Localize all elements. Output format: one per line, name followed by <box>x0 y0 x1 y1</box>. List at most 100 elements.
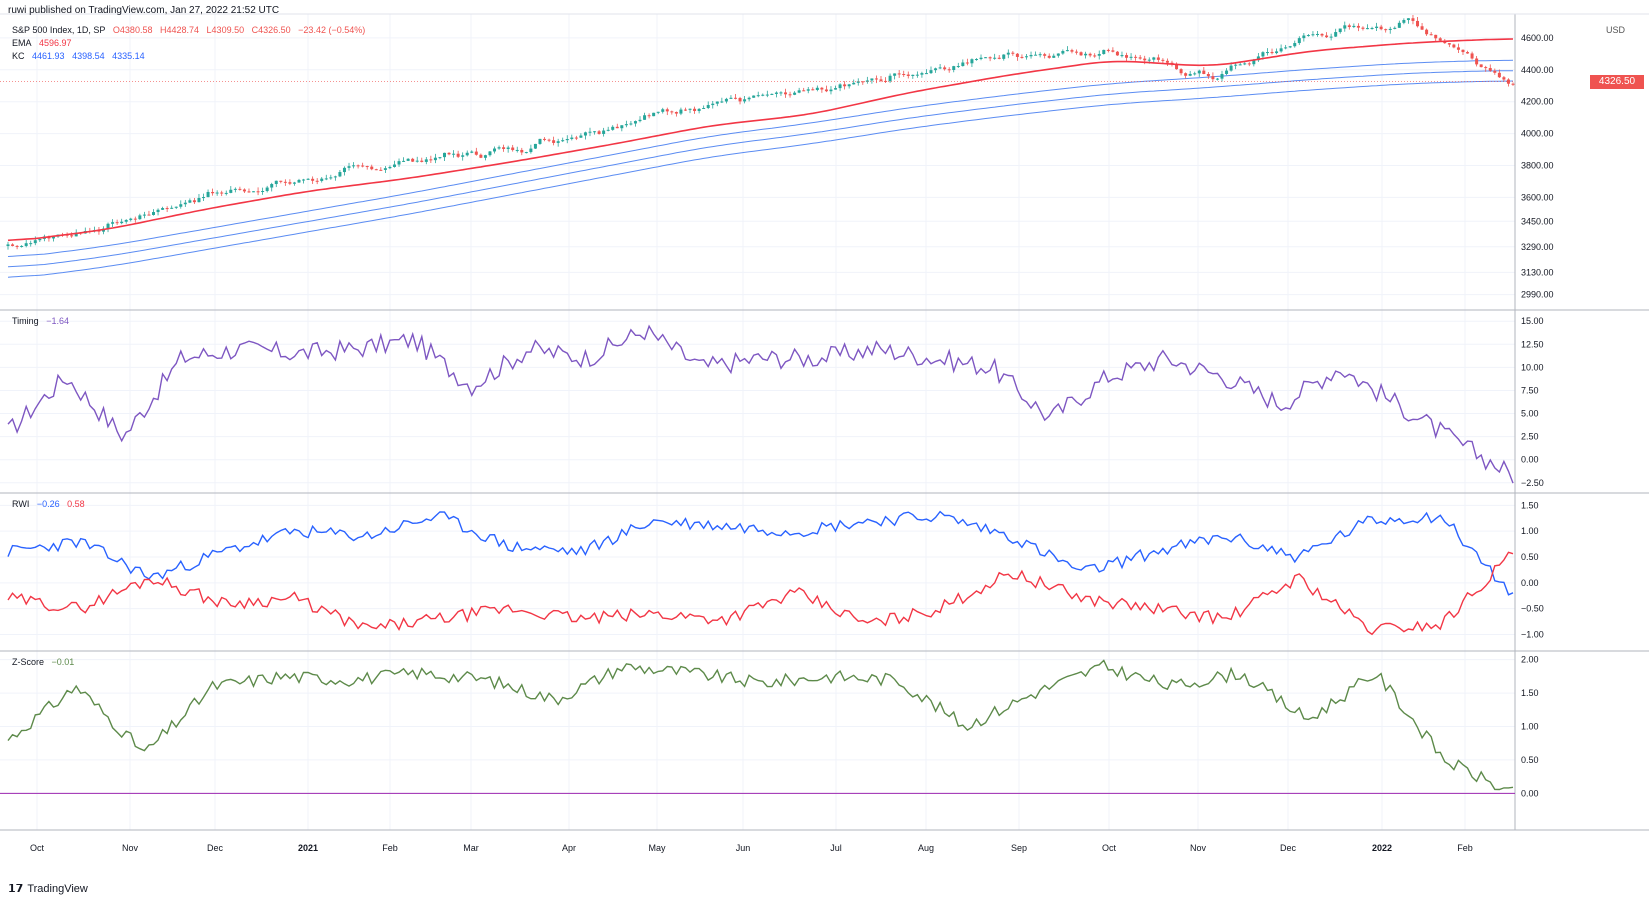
candle-body <box>1138 57 1142 59</box>
candle-body <box>943 67 947 70</box>
candle-body <box>447 152 451 155</box>
candle-body <box>506 147 510 149</box>
y-tick-label: 2.50 <box>1521 432 1539 442</box>
candle-body <box>1034 54 1038 56</box>
pane-separators <box>0 13 1649 831</box>
candle-body <box>1084 53 1088 56</box>
candle-body <box>120 221 124 224</box>
tradingview-logo[interactable]: 𝟭𝟳 TradingView <box>8 882 88 895</box>
candle-body <box>133 218 137 220</box>
candle-body <box>383 168 387 170</box>
candle-body <box>906 74 910 76</box>
price-axis[interactable]: 4600.00 4400.00 4200.00 4000.00 3800.00 3600.… <box>1521 33 1554 798</box>
ema-legend[interactable]: EMA 4596.97 <box>12 38 77 48</box>
candle-body <box>688 108 692 110</box>
ohlc-open: O4380.58 <box>112 25 153 35</box>
candle-body <box>1402 20 1406 23</box>
candle-body <box>579 135 583 138</box>
candle-body <box>543 138 547 140</box>
ema-line <box>7 38 1514 242</box>
y-tick-label: 7.50 <box>1521 385 1539 395</box>
candle-body <box>511 147 515 151</box>
candle-body <box>497 147 501 149</box>
candle-body <box>1261 52 1265 57</box>
candle-body <box>520 149 524 153</box>
candle-body <box>1343 25 1347 29</box>
candle-body <box>238 188 242 190</box>
kc-legend[interactable]: KC 4461.93 4398.54 4335.14 <box>12 51 150 61</box>
ohlc-close: C4326.50 <box>251 25 291 35</box>
symbol-label[interactable]: S&P 500 Index, 1D, SP <box>12 25 106 35</box>
candle-body <box>529 148 533 153</box>
candle-body <box>1206 73 1210 77</box>
candle-body <box>252 191 256 193</box>
candle-body <box>1056 53 1060 56</box>
candle-body <box>1488 68 1492 71</box>
rwi-legend[interactable]: RWI −0.26 0.58 <box>12 499 90 509</box>
candle-body <box>847 84 851 87</box>
candle-body <box>270 184 274 188</box>
candle-body <box>347 166 351 168</box>
candle-body <box>1288 46 1292 48</box>
candle-body <box>1038 54 1042 56</box>
candle-body <box>1252 60 1256 65</box>
candle-body <box>388 166 392 169</box>
candle-body <box>702 107 706 109</box>
candle-body <box>1384 29 1388 31</box>
candle-body <box>156 209 160 213</box>
zscore-legend[interactable]: Z-Score −0.01 <box>12 657 79 667</box>
x-tick-label: Jun <box>736 843 751 853</box>
x-tick-label: Dec <box>1280 843 1297 853</box>
candle-body <box>988 57 992 59</box>
candle-body <box>151 212 155 215</box>
candle-body <box>474 151 478 155</box>
candle-body <box>24 243 28 246</box>
published-caption: ruwi published on TradingView.com, Jan 2… <box>8 5 280 16</box>
candle-body <box>1065 50 1069 52</box>
candle-body <box>629 123 633 125</box>
candle-body <box>861 81 865 83</box>
candle-body <box>302 179 306 181</box>
x-tick-label: Nov <box>122 843 139 853</box>
candle-body <box>829 89 833 92</box>
candle-body <box>747 97 751 100</box>
candle-body <box>779 92 783 94</box>
candle-body <box>1029 54 1033 57</box>
currency-label[interactable]: USD <box>1606 25 1626 35</box>
kc-lower-value: 4335.14 <box>112 51 145 61</box>
candle-body <box>1111 50 1115 52</box>
candle-body <box>1511 83 1515 85</box>
candle-body <box>115 222 119 224</box>
candle-body <box>674 111 678 114</box>
timing-legend[interactable]: Timing −1.64 <box>12 316 74 326</box>
candle-body <box>461 155 465 157</box>
ema-path <box>7 38 1514 242</box>
ema-label: EMA <box>12 38 32 48</box>
candle-body <box>365 166 369 168</box>
candle-body <box>984 57 988 59</box>
candle-body <box>1024 56 1028 58</box>
candle-body <box>974 59 978 61</box>
candle-body <box>1406 18 1410 21</box>
candle-body <box>711 103 715 106</box>
candle-body <box>188 200 192 203</box>
y-tick-label: 4200.00 <box>1521 97 1554 107</box>
candle-body <box>588 131 592 133</box>
candle-body <box>420 160 424 162</box>
y-tick-label: 0.00 <box>1521 455 1539 465</box>
candle-body <box>633 121 637 124</box>
timing-label: Timing <box>12 316 39 326</box>
candle-body <box>424 159 428 162</box>
candle-body <box>306 178 310 180</box>
time-axis[interactable]: Oct Nov Dec 2021 Feb Mar Apr May Jun Jul Aug Sep Oct… <box>30 843 1473 853</box>
candle-body <box>1315 33 1319 35</box>
y-tick-label: 3600.00 <box>1521 192 1554 202</box>
candle-body <box>74 232 78 237</box>
y-tick-label: 3130.00 <box>1521 267 1554 277</box>
candle-body <box>1347 25 1351 28</box>
candle-body <box>192 200 196 203</box>
candle-body <box>11 244 15 246</box>
candle-body <box>979 57 983 60</box>
candle-body <box>1097 54 1101 56</box>
